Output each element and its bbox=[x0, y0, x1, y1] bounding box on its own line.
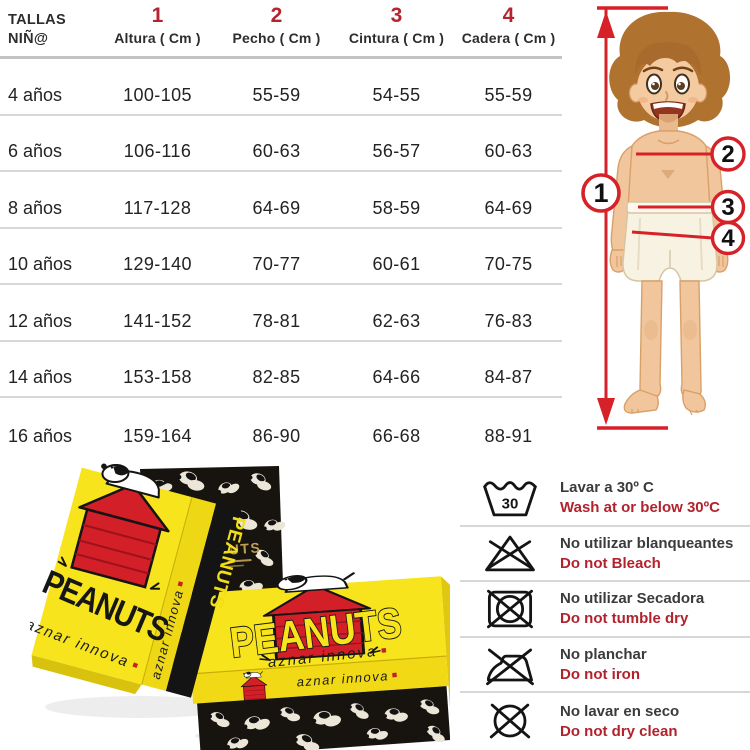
marker-2: 2 bbox=[710, 136, 746, 172]
boy-measurement-figure: 1 2 3 4 bbox=[581, 6, 746, 430]
svg-text:3: 3 bbox=[721, 194, 734, 221]
care-row-bleach: No utilizar blanqueantes Do not Bleach bbox=[460, 527, 750, 583]
size-table-header: TALLAS NIÑ@ 1 Altura ( Cm ) 2 Pecho ( Cm… bbox=[0, 0, 562, 59]
marker-3: 3 bbox=[710, 189, 746, 225]
table-row: 12 años 141-152 78-81 62-63 76-83 bbox=[0, 285, 562, 342]
right-box: PEANUTS aznar innova ■ aznar innova ■ bbox=[185, 566, 450, 750]
table-title: TALLAS NIÑ@ bbox=[0, 5, 100, 56]
table-title-line2: NIÑ@ bbox=[8, 31, 49, 47]
table-row: 16 años 159-164 86-90 66-68 88-91 bbox=[8, 425, 533, 446]
care-instructions: 30 Lavar a 30º C Wash at or below 30ºC N… bbox=[460, 471, 750, 749]
svg-text:1: 1 bbox=[593, 178, 608, 208]
size-table: TALLAS NIÑ@ 1 Altura ( Cm ) 2 Pecho ( Cm… bbox=[0, 0, 562, 455]
no-dry-clean-icon bbox=[489, 703, 531, 739]
care-label-es: No planchar bbox=[560, 646, 647, 664]
table-row: 4 años 100-105 55-59 54-55 55-59 bbox=[0, 59, 562, 116]
wash-30-icon: 30 bbox=[483, 480, 537, 517]
left-box: PEANUTS aznar innova■ aznar innova■ PEAN… bbox=[30, 455, 249, 698]
care-row-iron: No planchar Do not iron bbox=[460, 638, 750, 694]
maker-script-side: aznar innova ■ bbox=[296, 667, 399, 689]
svg-text:30: 30 bbox=[502, 495, 519, 512]
marker-4: 4 bbox=[710, 220, 746, 256]
care-row-tumble-dry: No utilizar Secadora Do not tumble dry bbox=[460, 582, 750, 638]
care-label-en: Do not tumble dry bbox=[560, 610, 689, 628]
marker-1: 1 bbox=[581, 173, 621, 213]
care-label-en: Do not Bleach bbox=[560, 554, 661, 572]
box-shadow bbox=[45, 696, 235, 718]
svg-text:4: 4 bbox=[721, 225, 735, 252]
care-label-en: Do not iron bbox=[560, 666, 640, 684]
no-tumble-dry-icon bbox=[487, 589, 533, 629]
table-row: 14 años 153-158 82-85 64-66 84-87 bbox=[0, 342, 562, 398]
table-row: 10 años 129-140 70-77 60-61 70-75 bbox=[0, 229, 562, 285]
care-row-wash: 30 Lavar a 30º C Wash at or below 30ºC bbox=[460, 471, 750, 527]
boy-illustration bbox=[609, 11, 731, 416]
table-title-line1: TALLAS bbox=[8, 12, 66, 28]
measurement-overlay bbox=[597, 6, 714, 430]
care-label-en: Wash at or below 30ºC bbox=[560, 499, 720, 517]
column-header-cintura: 3 Cintura ( Cm ) bbox=[348, 4, 445, 47]
table-row: 8 años 117-128 64-69 58-59 64-69 bbox=[0, 172, 562, 229]
no-iron-icon bbox=[486, 648, 534, 685]
packaging-photo: PEANUTS PEANUTS aznar innova■ aznar inno… bbox=[30, 455, 450, 750]
care-label-en: Do not dry clean bbox=[560, 722, 678, 740]
care-row-dry-clean: No lavar en seco Do not dry clean bbox=[460, 693, 750, 749]
no-bleach-icon bbox=[485, 536, 535, 572]
column-header-pecho: 2 Pecho ( Cm ) bbox=[232, 4, 321, 47]
column-header-cadera: 4 Cadera ( Cm ) bbox=[461, 4, 556, 47]
care-label-es: No utilizar blanqueantes bbox=[560, 534, 734, 552]
care-label-es: No utilizar Secadora bbox=[560, 590, 705, 608]
care-label-es: No lavar en seco bbox=[560, 702, 680, 720]
svg-text:2: 2 bbox=[721, 141, 734, 168]
care-label-es: Lavar a 30º C bbox=[560, 479, 654, 497]
table-row: 6 años 106-116 60-63 56-57 60-63 bbox=[0, 116, 562, 172]
column-header-altura: 1 Altura ( Cm ) bbox=[114, 4, 201, 47]
